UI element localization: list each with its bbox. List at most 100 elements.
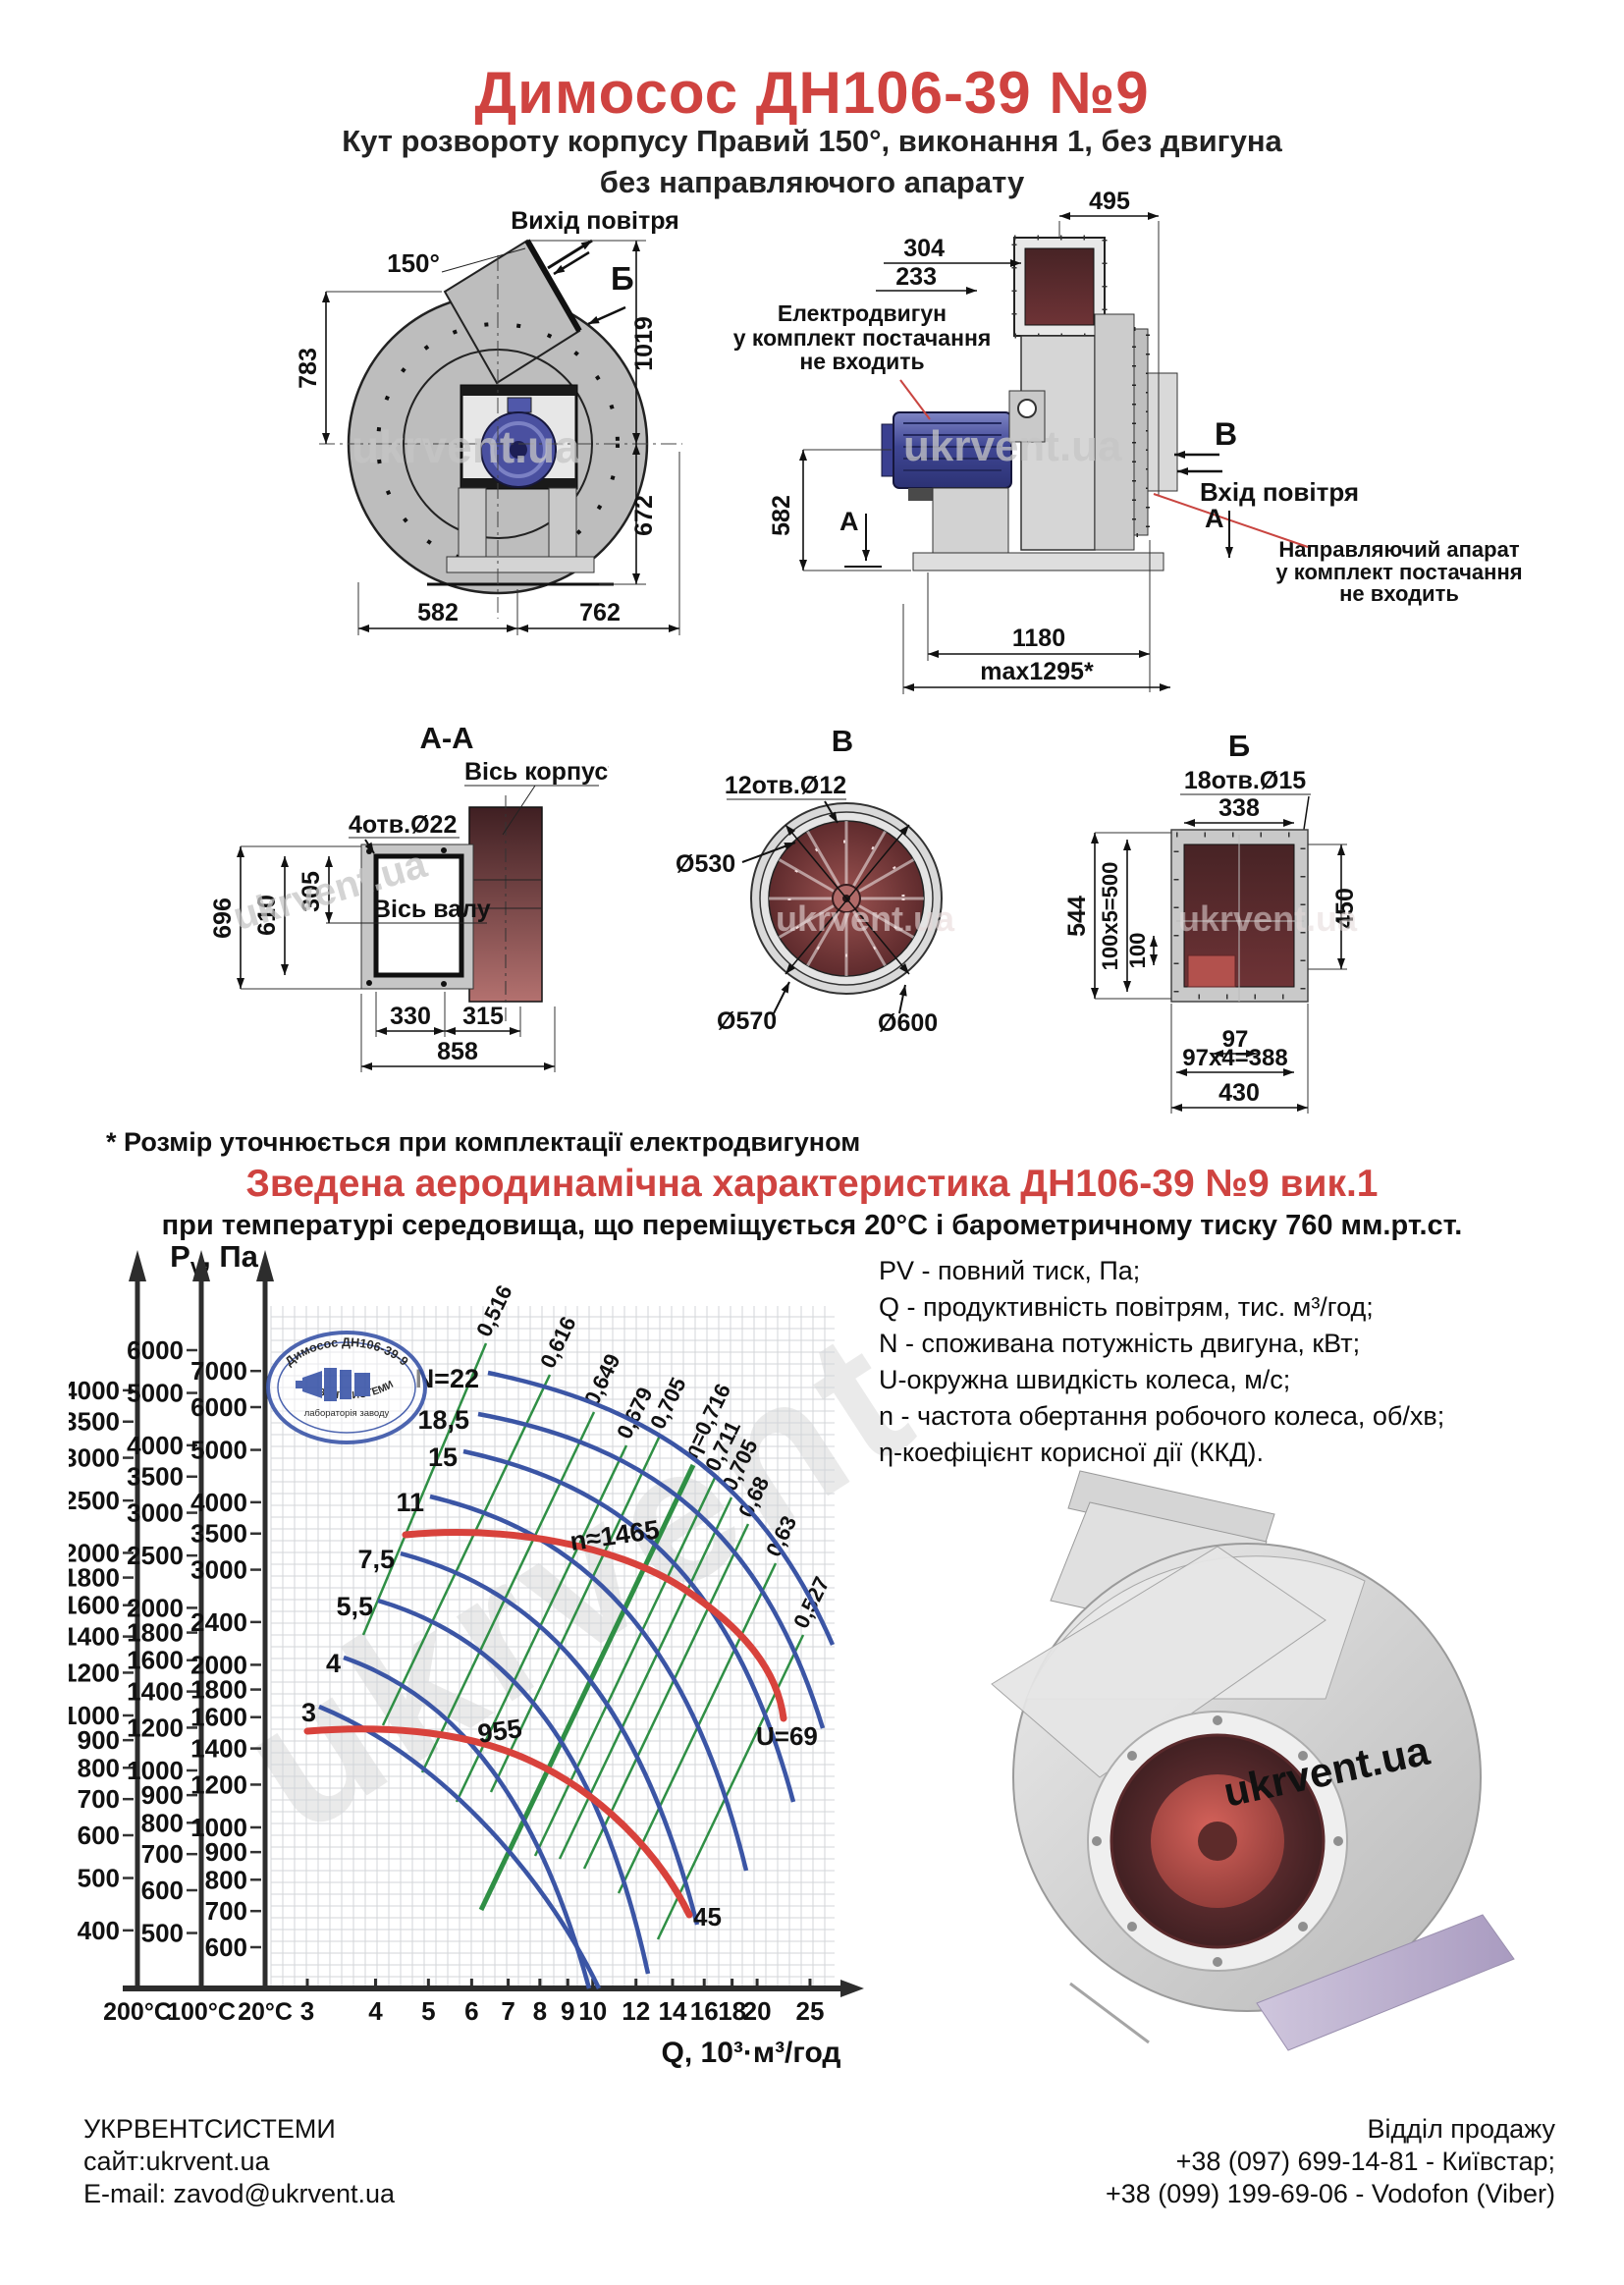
- base-plate: [912, 552, 1164, 571]
- leader-arrow: [824, 800, 839, 824]
- page-subtitle-2: без направляючого апарату: [599, 165, 1025, 199]
- dim-858: 858: [437, 1038, 478, 1065]
- speed-end-label: U=69: [756, 1721, 818, 1751]
- inlet-frame-opening: [373, 853, 464, 978]
- bracket-hole: [1017, 399, 1037, 418]
- angle-leader: [441, 247, 526, 273]
- dim-388: 97x4=388: [1182, 1045, 1287, 1071]
- phone-vodafone[interactable]: +38 (099) 199-69-06 - Vodofon (Viber): [1105, 2179, 1555, 2208]
- dim-582: 582: [768, 495, 795, 536]
- phone-kyivstar[interactable]: +38 (097) 699-14-81 - Київстар;: [1175, 2147, 1555, 2176]
- footnote: * Розмір уточнюється при комплектації ел…: [106, 1127, 861, 1157]
- fan-housing: [1020, 335, 1096, 551]
- svg-text:Електродвигун: Електродвигун: [778, 300, 947, 326]
- y-tick-label: 3000: [69, 1443, 120, 1473]
- efficiency-line: [381, 1374, 552, 1726]
- motor-note: Електродвигун у комплект постачання не в…: [733, 300, 992, 374]
- y-tick-label: 400: [78, 1916, 120, 1945]
- x-axis-title: Q, 10³·м³/год: [662, 2037, 841, 2069]
- temp-axis-label: 200°C: [103, 1998, 172, 2026]
- page-title: Димосос ДН106-39 №9: [474, 60, 1150, 126]
- y-tick-label: 2000: [127, 1593, 184, 1622]
- dim-500: 100x5=500: [1098, 862, 1122, 971]
- svg-text:у комплект постачання: у комплект постачання: [733, 325, 992, 351]
- motor-hub: [510, 441, 527, 459]
- guide-note-leader: [1153, 493, 1309, 548]
- leader-arrow: [364, 839, 375, 854]
- motor-note-leader: [899, 379, 931, 420]
- flow-arrow: [547, 239, 593, 270]
- dim-696: 696: [209, 898, 237, 939]
- x-tick-label: 9: [561, 1996, 574, 2026]
- dim-1180: 1180: [1012, 625, 1065, 652]
- email-link[interactable]: E-mail: zavod@ukrvent.ua: [83, 2179, 396, 2208]
- x-tick-label: 4: [368, 1996, 383, 2026]
- pedestal: [932, 487, 1009, 554]
- y-tick-label: 800: [78, 1753, 120, 1782]
- dim-315: 315: [462, 1003, 504, 1030]
- seam-line: [1069, 1982, 1150, 2044]
- dim-430: 430: [1218, 1079, 1260, 1107]
- y-tick-label: 1600: [69, 1591, 120, 1620]
- dim-305: 305: [298, 871, 325, 912]
- x-tick-label: 16: [690, 1996, 719, 2026]
- y-tick-label: 1400: [69, 1622, 120, 1652]
- dim-304: 304: [903, 235, 945, 262]
- drawing-right-view: 495 304 233 Електродвигун у комплект пос…: [733, 191, 1523, 694]
- site-link[interactable]: сайт:ukrvent.ua: [83, 2147, 270, 2176]
- dim-582: 582: [417, 599, 459, 626]
- axis-body-label: Вісь корпусу: [464, 758, 609, 786]
- y-tick-label: 2500: [127, 1541, 184, 1570]
- speed-curve-label: 955: [476, 1714, 524, 1749]
- drawing-left-view: Вихід повітря 150° Б 783 1019 672 582 76…: [295, 207, 682, 635]
- svg-text:Направляючий апарат: Направляючий апарат: [1278, 537, 1519, 562]
- power-curve-label: 7,5: [357, 1545, 395, 1574]
- x-tick-label: 20: [743, 1996, 772, 2026]
- power-curve-label: 5,5: [336, 1592, 373, 1621]
- y-tick-label: 600: [205, 1932, 247, 1962]
- holes-label: 4отв.Ø22: [349, 811, 457, 839]
- power-curve-label: 11: [396, 1488, 424, 1517]
- chart-title: Зведена аеродинамічна характеристика ДН1…: [245, 1163, 1379, 1205]
- axes: [123, 1250, 864, 1997]
- outlet-flange: [524, 239, 582, 333]
- x-tick-label: 18: [718, 1996, 746, 2026]
- y-tick-label: 1800: [127, 1618, 184, 1648]
- frame-top-beam: [461, 386, 576, 396]
- legend-line: Q - продуктивність повітрям, тис. м³/год…: [879, 1292, 1374, 1322]
- y-tick-label: 4000: [127, 1431, 184, 1460]
- air-out-label: Вихід повітря: [511, 207, 679, 235]
- y-tick-label: 3000: [190, 1555, 247, 1585]
- y-tick-label: 3500: [190, 1519, 247, 1549]
- d570-label: Ø570: [717, 1007, 777, 1035]
- speed-curve-label: n≈1465: [568, 1515, 662, 1556]
- x-tick-label: 6: [464, 1996, 478, 2026]
- temp-axis-label: 20°C: [238, 1998, 293, 2026]
- power-curve: [343, 1655, 592, 1989]
- speed-curve: [402, 1529, 787, 1722]
- y-tick-label: 900: [205, 1837, 247, 1867]
- diameter-arrow: [785, 824, 910, 975]
- stamp-text-middle: лабораторія заводу: [304, 1408, 390, 1419]
- legend-line: N - споживана потужність двигуна, кВт;: [879, 1329, 1361, 1358]
- y-tick-label: 4000: [69, 1376, 120, 1405]
- base-plate: [446, 556, 595, 573]
- efficiency-label: 0,516: [471, 1281, 517, 1340]
- flange-bolts: [1011, 235, 1108, 339]
- legend-line: n - частота обертання робочого колеса, о…: [879, 1401, 1445, 1431]
- y-tick-label: 6000: [190, 1392, 247, 1422]
- dim-762: 762: [579, 599, 621, 626]
- footer-sales: Відділ продажу +38 (097) 699-14-81 - Киї…: [839, 2113, 1555, 2210]
- chart-generated: 4000350030002500200018001600140012001000…: [69, 1250, 864, 2069]
- leader-arrow: [898, 984, 907, 1014]
- guide-vane-note: Направляючий апарат у комплект постачанн…: [1275, 537, 1522, 606]
- y-tick-label: 900: [78, 1725, 120, 1755]
- y-tick-label: 1200: [69, 1658, 120, 1687]
- holes-label: 12отв.Ø12: [725, 772, 846, 799]
- power-curve: [477, 1411, 826, 1729]
- dim-97: 97: [1222, 1026, 1249, 1053]
- d530-label: Ø530: [676, 850, 735, 878]
- y-tick-label: 1800: [190, 1675, 247, 1705]
- dim-100: 100: [1125, 933, 1150, 969]
